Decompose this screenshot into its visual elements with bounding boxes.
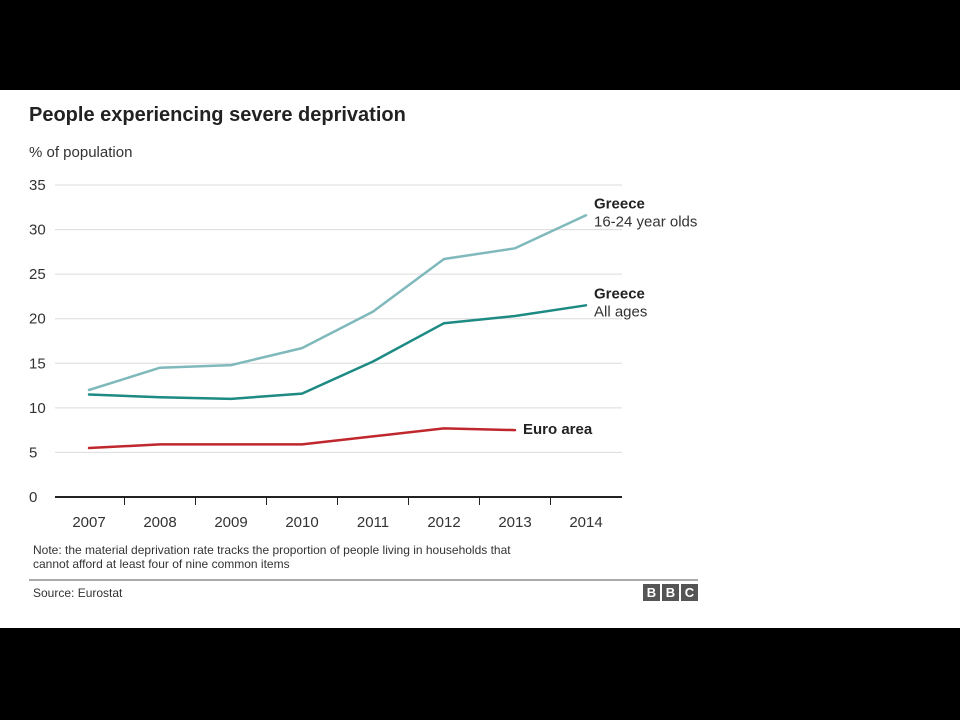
y-tick-label: 5 — [29, 444, 37, 461]
x-tick-label: 2011 — [357, 514, 389, 531]
chart-note: Note: the material deprivation rate trac… — [33, 543, 511, 571]
bbc-logo-letter: B — [666, 585, 675, 600]
chart-title: People experiencing severe deprivation — [29, 104, 406, 126]
x-tick-label: 2013 — [498, 514, 531, 531]
bbc-logo-letter: C — [685, 585, 695, 600]
y-tick-label: 0 — [29, 489, 37, 506]
x-tick-label: 2008 — [143, 514, 176, 531]
y-tick-label: 25 — [29, 266, 46, 283]
x-tick-label: 2012 — [427, 514, 460, 531]
series-label-sub: All ages — [594, 303, 647, 320]
x-tick-label: 2009 — [214, 514, 247, 531]
chart: People experiencing severe deprivation %… — [29, 104, 698, 601]
source-text: Source: Eurostat — [33, 586, 123, 600]
x-tick-label: 2014 — [569, 514, 602, 531]
y-axis-ticks: 0 5 10 15 20 25 30 35 — [29, 177, 46, 506]
series-lines — [87, 214, 588, 450]
note-line: Note: the material deprivation rate trac… — [33, 543, 511, 557]
bbc-logo-box — [662, 584, 679, 601]
x-axis-ticks: 2007 2008 2009 2010 2011 2012 2013 2014 — [72, 497, 603, 531]
bbc-logo-box — [643, 584, 660, 601]
x-tick-label: 2010 — [285, 514, 318, 531]
series-label-name: Greece — [594, 195, 645, 212]
note-line: cannot afford at least four of nine comm… — [33, 557, 290, 571]
bbc-logo-box — [681, 584, 698, 601]
y-tick-label: 15 — [29, 355, 46, 372]
series-label-name: Euro area — [523, 421, 593, 438]
series-line-2 — [87, 427, 517, 450]
series-label-name: Greece — [594, 285, 645, 302]
y-tick-label: 30 — [29, 222, 46, 239]
series-line-1 — [87, 304, 588, 401]
y-tick-label: 20 — [29, 311, 46, 328]
series-label-sub: 16-24 year olds — [594, 213, 697, 230]
gridlines — [55, 184, 622, 498]
y-tick-label: 10 — [29, 400, 46, 417]
series-line-0 — [87, 214, 588, 392]
bbc-logo-letter: B — [647, 585, 656, 600]
y-tick-label: 35 — [29, 177, 46, 194]
x-tick-label: 2007 — [72, 514, 105, 531]
chart-card: People experiencing severe deprivation %… — [0, 90, 960, 628]
y-axis-label: % of population — [29, 144, 132, 161]
